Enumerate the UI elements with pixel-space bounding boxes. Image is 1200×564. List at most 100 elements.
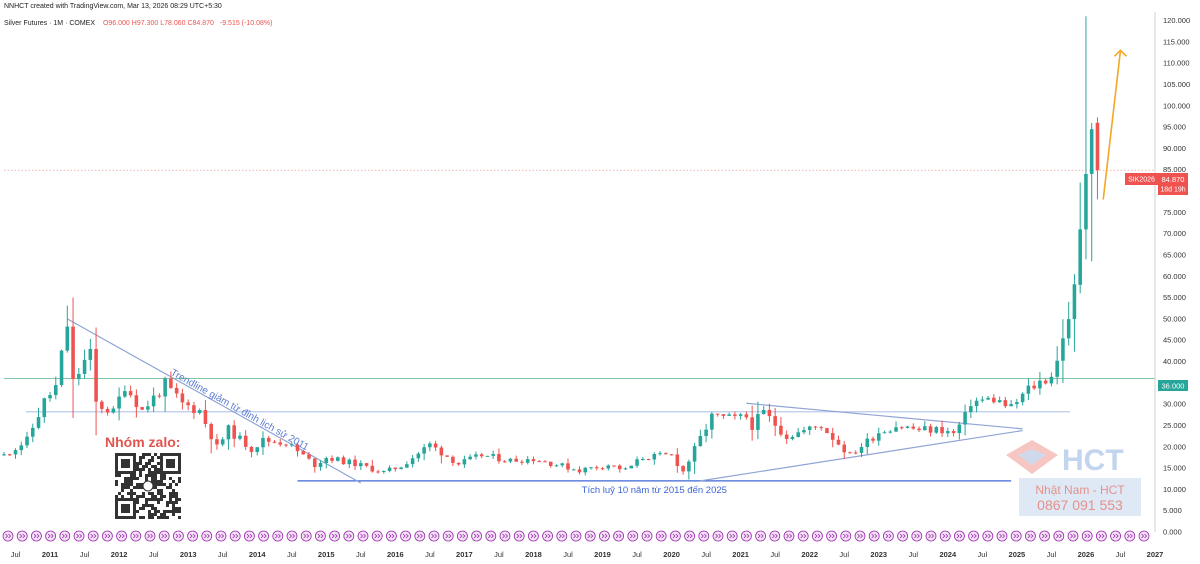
qr-module: [124, 477, 127, 480]
candle-body: [347, 459, 352, 465]
qr-module: [139, 474, 142, 477]
candle-body: [957, 424, 962, 434]
qr-module: [160, 480, 163, 483]
qr-module: [172, 507, 175, 510]
candle-body: [491, 454, 495, 456]
candle-body: [376, 471, 380, 473]
candle-body: [664, 453, 668, 455]
x-tick-label: 2021: [732, 550, 749, 559]
candle-body: [88, 348, 93, 360]
qr-module: [166, 510, 169, 513]
x-tick-label: 2015: [318, 550, 335, 559]
candle-body: [525, 459, 530, 463]
candle-body: [698, 436, 703, 447]
candle-body: [336, 457, 340, 461]
qr-module: [172, 501, 175, 504]
qr-module: [139, 486, 142, 489]
candle-body: [261, 437, 265, 448]
candle-body: [928, 426, 933, 433]
candle-body: [992, 397, 996, 403]
event-chevron-icon: [1070, 533, 1077, 539]
qr-module: [154, 513, 157, 516]
candle-body: [652, 453, 657, 460]
qr-module: [142, 453, 145, 456]
qr-module: [163, 474, 166, 477]
event-chevron-icon: [757, 533, 764, 539]
qr-module: [169, 486, 172, 489]
qr-module: [148, 513, 151, 516]
qr-module: [178, 480, 181, 483]
y-tick-label: 25.000: [1163, 421, 1186, 430]
event-chevron-icon: [587, 533, 594, 539]
event-chevron-icon: [118, 533, 125, 539]
x-tick-label: 2026: [1078, 550, 1095, 559]
candle-body: [382, 471, 386, 473]
event-chevron-icon: [246, 533, 253, 539]
qr-module: [136, 510, 139, 513]
qr-module: [139, 468, 142, 471]
symbol-name: Silver Futures · 1M · COMEX: [4, 20, 96, 27]
qr-module: [151, 516, 154, 519]
event-chevron-icon: [672, 533, 679, 539]
qr-module: [169, 483, 172, 486]
candle-body: [105, 408, 110, 413]
candle-body: [462, 459, 467, 465]
x-tick-label: Jul: [770, 550, 780, 559]
qr-finder-core: [121, 504, 130, 513]
event-chevron-icon: [218, 533, 225, 539]
qr-module: [142, 465, 145, 468]
candle-body: [387, 467, 392, 472]
ohlc-low: L78.060: [160, 20, 186, 27]
qr-module: [139, 459, 142, 462]
event-chevron-icon: [473, 533, 480, 539]
brand-phone: 0867 091 553: [1037, 497, 1123, 513]
last-price-badge: SIK2026 84.870 18d 19h: [1125, 173, 1188, 195]
candle-body: [675, 454, 680, 466]
x-tick-label: Jul: [356, 550, 366, 559]
event-chevron-icon: [147, 533, 154, 539]
y-tick-label: 40.000: [1163, 357, 1186, 366]
qr-module: [178, 507, 181, 510]
event-chevron-icon: [204, 533, 210, 539]
qr-module: [166, 501, 169, 504]
x-tick-label: Jul: [563, 550, 573, 559]
candle-body: [266, 437, 271, 442]
event-chevron-icon: [289, 533, 296, 539]
event-chevron-icon: [331, 533, 338, 539]
x-tick-label: 2019: [594, 550, 611, 559]
candle-body: [65, 326, 70, 351]
qr-module: [118, 492, 121, 495]
x-tick-label: Jul: [978, 550, 988, 559]
qr-module: [154, 483, 157, 486]
qr-module: [178, 510, 181, 513]
candle-body: [7, 454, 12, 456]
candle-body: [733, 414, 737, 416]
y-tick-label: 105.000: [1163, 80, 1190, 89]
candle-body: [951, 431, 956, 434]
qr-module: [130, 477, 133, 480]
event-chevron-icon: [445, 533, 452, 539]
event-chevron-icon: [800, 533, 807, 539]
qr-finder-core: [166, 459, 175, 468]
y-tick-label: 85.000: [1163, 165, 1186, 174]
qr-module: [175, 498, 178, 501]
qr-module: [115, 480, 118, 483]
candle-body: [583, 467, 588, 473]
qr-module: [124, 486, 127, 489]
candle-body: [612, 465, 616, 467]
qr-module: [157, 471, 160, 474]
qr-module: [136, 498, 139, 501]
candle-body: [842, 444, 847, 453]
candle-body: [888, 431, 893, 433]
y-tick-label: 95.000: [1163, 123, 1186, 132]
level-badge-text: 36.000: [1162, 382, 1185, 391]
candle-body: [1026, 385, 1031, 394]
candle-body: [497, 454, 501, 462]
candle-body: [238, 435, 242, 439]
candle-body: [865, 438, 870, 448]
qr-module: [154, 498, 157, 501]
candle-body: [1089, 129, 1094, 174]
candle-body: [94, 348, 98, 402]
